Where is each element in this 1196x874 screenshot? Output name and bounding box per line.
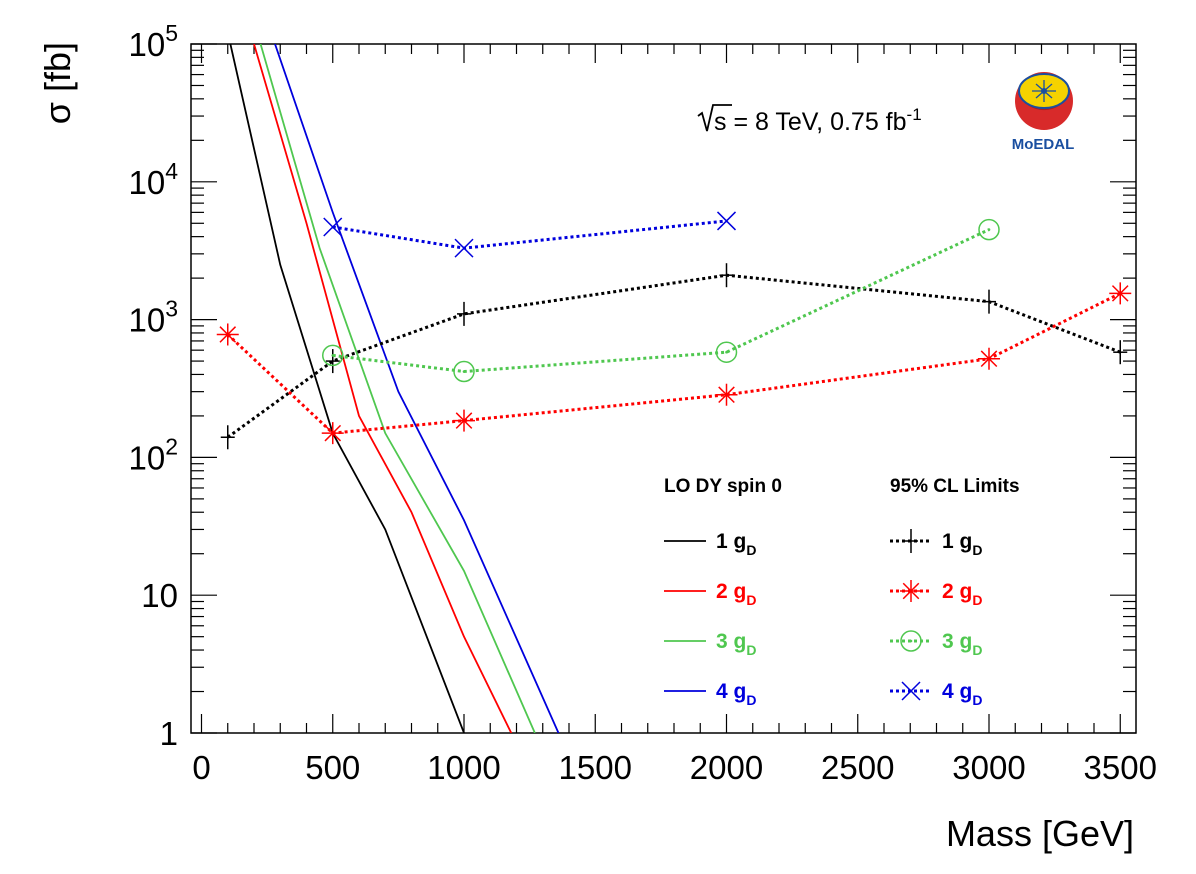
y-tick-label: 102 bbox=[128, 433, 178, 476]
marker-circle bbox=[978, 218, 1000, 241]
marker-star-ray bbox=[219, 326, 237, 343]
limit-point bbox=[323, 217, 343, 237]
marker-cross-b bbox=[454, 238, 474, 258]
legend-limit-marker bbox=[901, 681, 921, 701]
axis-ticks: 0 500 1000 1500 2000 2500 3000 3500 1 10 102 103 104… bbox=[128, 20, 1156, 786]
limit-point bbox=[216, 323, 239, 346]
y-tick-label: 105 bbox=[128, 20, 178, 63]
limit-point bbox=[325, 349, 340, 374]
svg-text:s = 8 TeV, 0.75 fb-1: s = 8 TeV, 0.75 fb-1 bbox=[714, 105, 922, 136]
y-tick-label: 103 bbox=[128, 296, 178, 339]
theory-curves bbox=[229, 44, 560, 733]
legend-limit-marker bbox=[900, 630, 922, 652]
limit-point bbox=[715, 341, 738, 363]
marker-cross-b bbox=[716, 211, 737, 231]
marker-star-ray bbox=[455, 412, 473, 429]
energy-text: = 8 TeV, 0.75 fb bbox=[727, 108, 907, 136]
moedal-logo: MoEDAL bbox=[1012, 72, 1075, 153]
legend-limit-label: 2 gD bbox=[942, 580, 982, 608]
legend-limit-label: 3 gD bbox=[942, 630, 982, 658]
legend-limit-marker bbox=[904, 529, 918, 553]
marker-star-ray bbox=[324, 424, 342, 442]
x-tick-label: 2500 bbox=[821, 749, 894, 786]
marker-circle-dot bbox=[331, 354, 335, 357]
limit-series bbox=[216, 211, 1132, 450]
sqrt-symbol bbox=[697, 104, 732, 132]
theory-curve bbox=[229, 44, 465, 733]
limit-point bbox=[716, 211, 737, 231]
limit-point bbox=[454, 238, 474, 258]
legend-limit-label: 1 gD bbox=[942, 530, 982, 558]
legend-limit-label: 4 gD bbox=[942, 680, 982, 708]
limit-point bbox=[321, 422, 344, 445]
x-tick-label: 3000 bbox=[952, 749, 1025, 786]
energy-annotation: s = 8 TeV, 0.75 fb-1 bbox=[697, 104, 922, 136]
marker-circle-dot bbox=[725, 350, 728, 354]
legend-title-theory: LO DY spin 0 bbox=[664, 476, 782, 497]
legend-theory-label: 3 gD bbox=[716, 630, 756, 658]
limit-line bbox=[332, 219, 727, 250]
limit-point bbox=[978, 347, 1000, 370]
marker-circle bbox=[900, 630, 922, 652]
x-tick-label: 1000 bbox=[427, 749, 500, 786]
logo-text: MoEDAL bbox=[1012, 136, 1075, 153]
legend-theory-label: 4 gD bbox=[716, 680, 756, 708]
limit-point bbox=[1109, 282, 1132, 305]
marker-circle-dot bbox=[987, 228, 991, 231]
limit-point bbox=[982, 289, 996, 314]
limit-line bbox=[226, 273, 1121, 439]
y-tick-label: 104 bbox=[128, 158, 178, 201]
limit-line bbox=[332, 228, 990, 374]
energy-prefix: s bbox=[714, 108, 727, 136]
y-axis-title: σ [fb] bbox=[37, 42, 78, 124]
legend-theory-label: 2 gD bbox=[716, 580, 756, 608]
marker-circle-dot bbox=[909, 639, 913, 643]
limit-point bbox=[322, 344, 344, 367]
limit-line bbox=[226, 292, 1121, 435]
marker-circle bbox=[715, 341, 738, 363]
marker-star-ray bbox=[718, 386, 735, 404]
x-tick-label: 3500 bbox=[1084, 749, 1157, 786]
limit-point bbox=[453, 360, 475, 383]
marker-cross-b bbox=[323, 217, 343, 237]
marker-circle bbox=[322, 344, 344, 367]
limit-point bbox=[715, 383, 738, 406]
x-axis-title: Mass [GeV] bbox=[946, 813, 1134, 854]
marker-circle bbox=[453, 360, 475, 383]
limit-point bbox=[457, 301, 471, 326]
limit-point bbox=[220, 425, 235, 450]
marker-star-ray bbox=[980, 350, 998, 368]
x-tick-label: 0 bbox=[192, 749, 210, 786]
limit-point bbox=[978, 218, 1000, 241]
x-tick-label: 2000 bbox=[690, 749, 763, 786]
x-tick-label: 1500 bbox=[559, 749, 632, 786]
y-tick-label: 1 bbox=[160, 715, 178, 752]
limit-point bbox=[1113, 340, 1128, 365]
marker-star-ray bbox=[1111, 285, 1129, 302]
marker-star-ray bbox=[902, 582, 920, 600]
limit-point bbox=[719, 263, 734, 288]
legend-title-limits: 95% CL Limits bbox=[890, 476, 1020, 497]
plot-frame bbox=[190, 43, 1137, 734]
marker-circle-dot bbox=[462, 370, 466, 373]
legend: LO DY spin 0 95% CL Limits 1 gD 1 gD 2 gD 2… bbox=[664, 476, 1020, 708]
lumi-exponent: -1 bbox=[907, 105, 922, 124]
theory-curve bbox=[274, 44, 560, 733]
y-tick-label: 10 bbox=[141, 577, 178, 614]
theory-curve bbox=[259, 44, 536, 733]
marker-cross-b bbox=[901, 681, 921, 701]
theory-curve bbox=[253, 44, 513, 733]
limit-point bbox=[453, 409, 475, 432]
legend-theory-label: 1 gD bbox=[716, 530, 756, 558]
x-tick-label: 500 bbox=[305, 749, 360, 786]
legend-limit-marker bbox=[900, 580, 922, 602]
